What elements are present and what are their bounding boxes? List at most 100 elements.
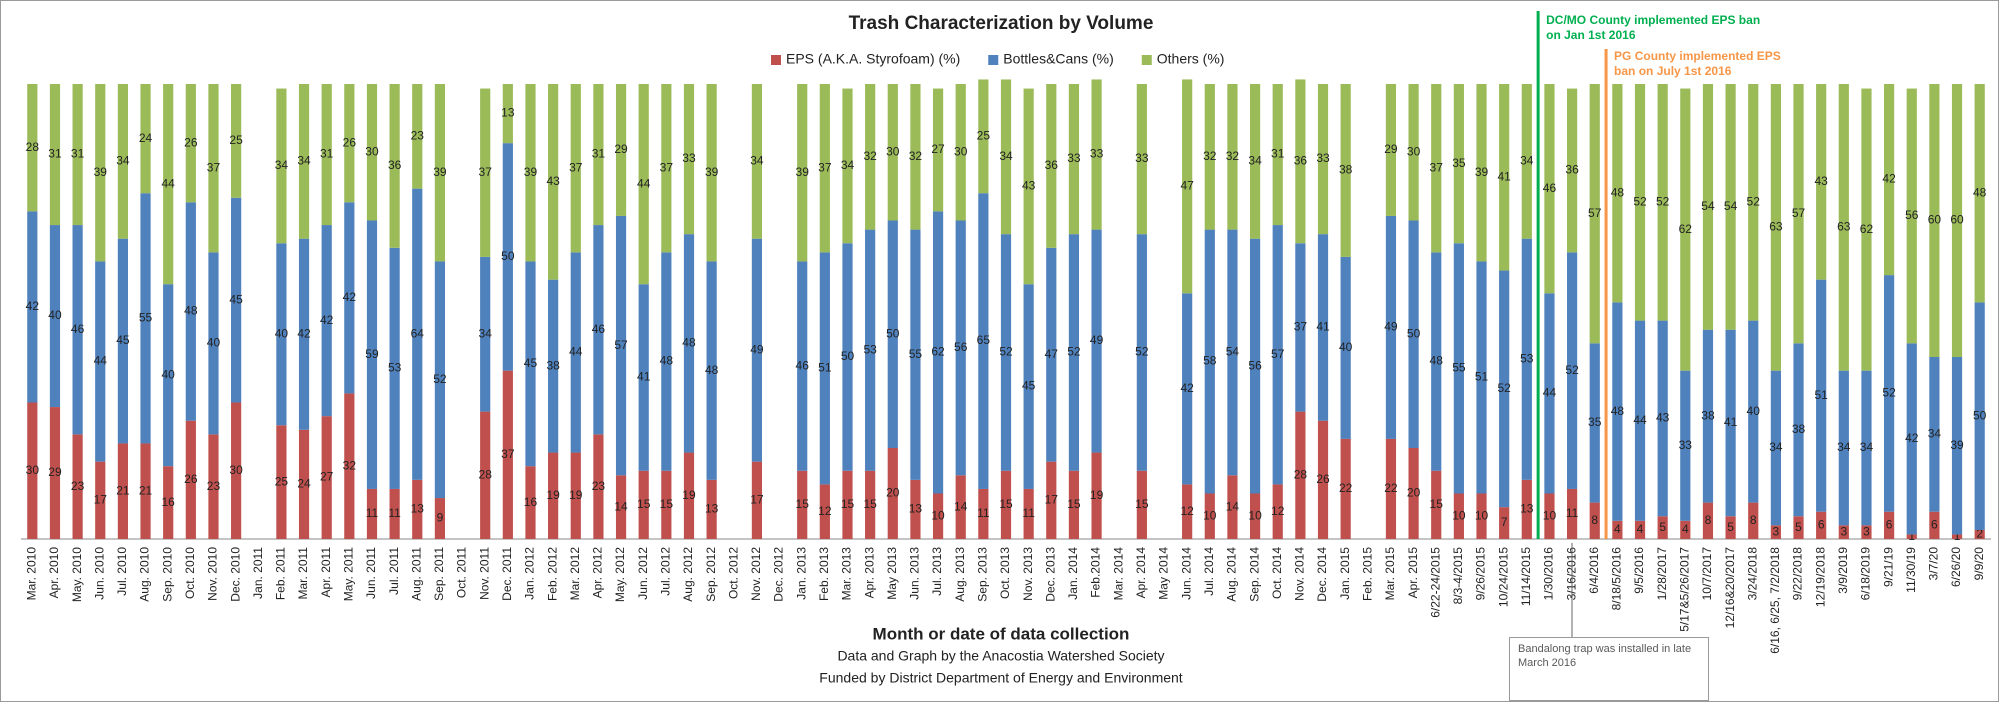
bar-segment [72, 434, 83, 539]
data-label: 34 [1837, 440, 1851, 454]
data-label: 31 [592, 147, 606, 161]
bar-segment [797, 261, 808, 471]
bar-segment [1182, 484, 1193, 539]
bar-segment [525, 261, 536, 467]
bar-segment [72, 84, 83, 226]
bar-segment [1906, 534, 1917, 539]
bar-segment [95, 461, 106, 539]
x-tick-label: Apr. 2011 [319, 547, 333, 598]
x-tick-label: May 2013 [885, 547, 899, 600]
bar-segment [593, 84, 604, 226]
bar-segment [1861, 525, 1872, 539]
bar-segment [1068, 234, 1080, 471]
x-tick-label: Feb. 2011 [274, 547, 288, 600]
bar-segment [1544, 84, 1555, 294]
data-label: 32 [1226, 149, 1240, 163]
data-label: 5 [1795, 520, 1802, 534]
data-label: 47 [1045, 347, 1059, 361]
data-label: 15 [841, 497, 855, 511]
data-label: 57 [1271, 347, 1285, 361]
x-tick-label: Jul. 2010 [115, 547, 129, 596]
data-label: 48 [184, 304, 198, 318]
bar-segment [1589, 343, 1600, 503]
x-tick-label: May. 2012 [613, 547, 627, 602]
bar-segment [1499, 270, 1510, 508]
data-label: 46 [1543, 181, 1557, 195]
x-tick-label: Oct. 2014 [1270, 547, 1284, 599]
bar-segment [1612, 302, 1623, 521]
data-label: 55 [139, 310, 153, 324]
data-label: 55 [1452, 361, 1466, 375]
data-label: 33 [1679, 438, 1693, 452]
bar-segment [1227, 229, 1238, 476]
bar-segment [1566, 252, 1578, 489]
bar-segment [27, 402, 38, 539]
bar-segment [570, 452, 581, 539]
bar-segment [276, 243, 287, 426]
data-label: 37 [501, 447, 515, 461]
data-label: 42 [26, 299, 40, 313]
bar-segment [1634, 520, 1646, 539]
bar-segment [1476, 261, 1487, 494]
data-label: 37 [660, 160, 674, 174]
bar-segment [1272, 484, 1283, 539]
bar-segment [1634, 320, 1646, 521]
data-label: 40 [275, 326, 289, 340]
x-tick-label: Sep. 2012 [704, 547, 718, 602]
data-label: 36 [1565, 163, 1579, 177]
data-label: 1 [1954, 529, 1961, 543]
bar-segment [683, 84, 695, 235]
data-label: 10 [1452, 508, 1466, 522]
bar-segment [615, 475, 627, 539]
bar-segment [1929, 511, 1940, 539]
x-tick-label: 6/26/20 [1949, 547, 1963, 587]
bar-segment [638, 284, 649, 471]
bar-segment [1793, 84, 1804, 344]
bar-segment [1317, 234, 1329, 421]
bar-segment [344, 84, 355, 203]
bar-segment [298, 429, 310, 539]
data-label: 38 [546, 358, 560, 372]
bar-segment [1974, 529, 1985, 539]
bar-segment [865, 84, 876, 230]
data-label: 37 [569, 160, 583, 174]
bar-segment [49, 407, 61, 539]
bar-segment [231, 84, 242, 198]
x-tick-label: 6/4/2016 [1587, 547, 1601, 594]
bar-segment [955, 84, 966, 221]
data-label: 21 [139, 483, 153, 497]
x-tick-label: 3/16/2016 [1564, 547, 1578, 601]
x-tick-label: Jul. 2011 [387, 547, 401, 595]
bar-segment [887, 448, 898, 539]
data-label: 30 [1407, 144, 1421, 158]
bar-segment [344, 393, 355, 539]
bar-segment [1431, 252, 1442, 471]
data-label: 60 [1928, 213, 1942, 227]
data-label: 31 [320, 147, 334, 161]
data-label: 36 [1045, 158, 1059, 172]
x-tick-label: 6/22-24/2015 [1428, 547, 1442, 618]
data-label: 7 [1501, 515, 1508, 529]
bar-segment [502, 84, 513, 144]
bar-segment [1499, 507, 1510, 539]
bar-segment [1770, 84, 1781, 371]
data-label: 38 [1701, 408, 1715, 422]
bar-segment [978, 488, 989, 539]
data-label: 33 [1135, 151, 1149, 165]
bar-segment [1521, 84, 1532, 239]
bar-segment [1680, 88, 1691, 371]
data-label: 32 [1203, 149, 1217, 163]
x-tick-label: Feb. 2012 [545, 547, 559, 601]
x-tick-label: Oct. 2013 [998, 547, 1012, 599]
x-tick-label: Mar. 2013 [840, 547, 854, 601]
bar-segment [593, 225, 604, 435]
data-label: 51 [818, 361, 832, 375]
data-label: 15 [863, 497, 877, 511]
bar-segment [502, 143, 513, 371]
data-label: 34 [116, 154, 130, 168]
x-tick-label: Jan. 2015 [1338, 547, 1352, 600]
x-tick-label: 3/24/2018 [1745, 547, 1759, 601]
bar-segment [163, 284, 174, 467]
data-label: 13 [1520, 502, 1534, 516]
bar-segment [1566, 88, 1578, 253]
